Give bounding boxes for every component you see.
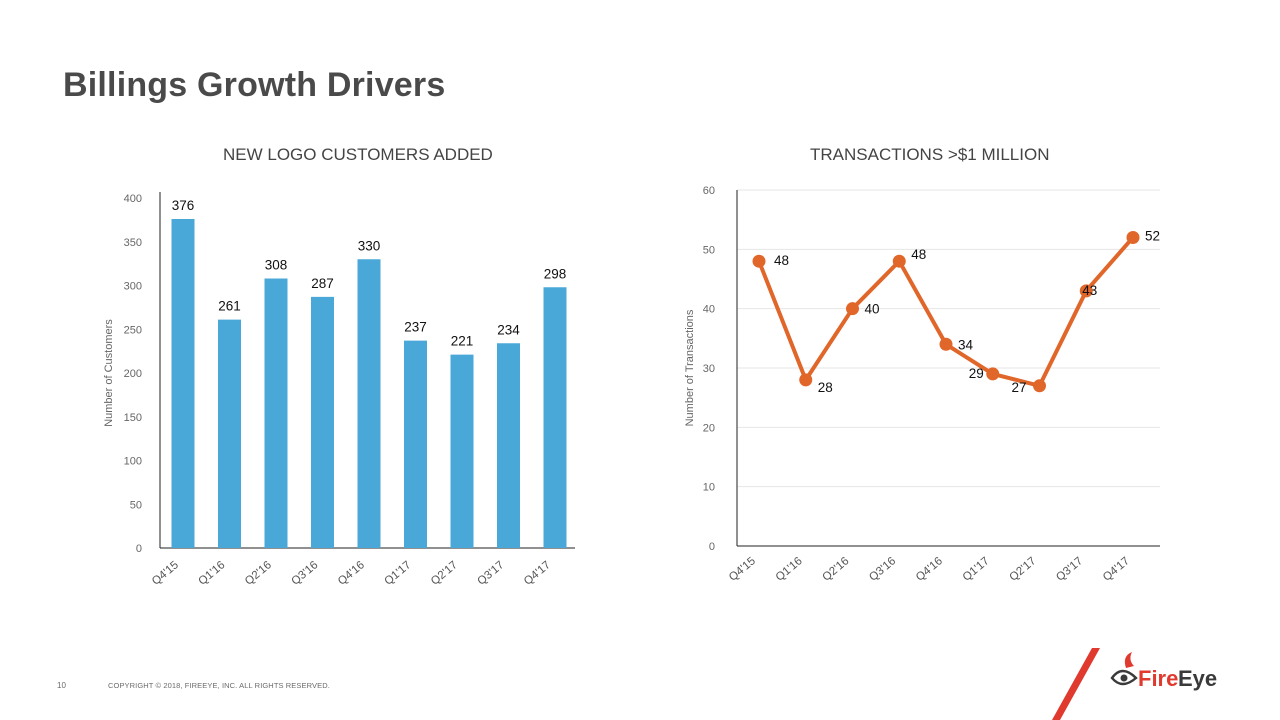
x-tick-label: Q3'17 (475, 559, 506, 588)
x-tick-label: Q1'16 (774, 555, 805, 584)
y-tick-label: 10 (703, 482, 715, 494)
y-tick-label: 150 (124, 412, 142, 424)
data-label: 52 (1145, 228, 1160, 243)
x-tick-label: Q4'17 (522, 559, 553, 588)
x-tick-label: Q3'16 (867, 555, 898, 584)
x-tick-label: Q2'17 (1007, 555, 1038, 584)
data-label: 221 (451, 334, 474, 349)
x-tick-label: Q3'16 (289, 559, 320, 588)
copyright-notice: COPYRIGHT © 2018, FIREEYE, INC. ALL RIGH… (108, 681, 330, 690)
y-tick-label: 0 (136, 543, 142, 555)
data-point (939, 337, 953, 351)
bar (171, 219, 195, 548)
x-tick-label: Q4'15 (727, 555, 758, 584)
new-logo-customers-chart: 0 50 100 150 200 250 300 350 400 376 Q4'15 261 Q1'16… (103, 192, 575, 588)
data-label: 43 (1082, 283, 1097, 298)
logo-red-slash (1052, 648, 1100, 720)
y-tick-label: 0 (709, 541, 715, 553)
y-tick-label: 20 (703, 422, 715, 434)
fireeye-logo: Fire Eye (1052, 648, 1217, 720)
data-label: 237 (404, 320, 427, 335)
bar (218, 319, 241, 548)
series-line (757, 236, 1135, 388)
data-point (1126, 230, 1140, 244)
y-tick-label: 350 (124, 237, 142, 249)
data-label: 330 (358, 238, 381, 253)
y-tick-label: 30 (703, 363, 715, 375)
y-axis-title: Number of Customers (103, 319, 115, 427)
logo-text-eye: Eye (1178, 666, 1217, 691)
page-title: Billings Growth Drivers (63, 66, 446, 104)
transactions-chart-title: TRANSACTIONS >$1 MILLION (810, 145, 1050, 164)
data-point (1033, 379, 1046, 393)
y-tick-label: 100 (124, 456, 142, 468)
x-tick-label: Q1'17 (961, 555, 992, 584)
x-tick-label: Q3'17 (1054, 555, 1085, 584)
transactions-chart: 0 10 20 30 40 50 60 48 28 40 48 34 29 27 43 52 Q4'15 Q1'1… (684, 185, 1160, 584)
y-tick-label: 50 (130, 499, 142, 511)
bar (357, 259, 381, 548)
bar (404, 340, 427, 548)
data-label: 28 (818, 380, 833, 395)
logo-text-fire: Fire (1138, 666, 1178, 691)
bar (264, 278, 288, 548)
data-label: 298 (544, 266, 567, 281)
bar (543, 287, 567, 548)
data-point (892, 254, 906, 268)
customers-chart-title: NEW LOGO CUSTOMERS ADDED (223, 145, 493, 164)
y-tick-label: 200 (124, 368, 142, 380)
x-tick-label: Q4'16 (914, 555, 945, 584)
x-tick-label: Q1'17 (382, 559, 413, 588)
data-point (846, 302, 859, 316)
data-point (752, 254, 766, 268)
data-label: 40 (865, 302, 880, 317)
x-tick-label: Q2'16 (243, 559, 274, 588)
y-axis-title: Number of Transactions (684, 309, 696, 426)
data-point (1079, 284, 1093, 298)
data-label: 234 (497, 322, 520, 337)
x-tick-label: Q4'15 (150, 559, 181, 588)
x-tick-label: Q1'16 (196, 559, 227, 588)
x-tick-label: Q4'16 (336, 559, 367, 588)
bar (311, 296, 334, 548)
data-label: 376 (172, 198, 195, 213)
bar (450, 354, 474, 548)
data-point (799, 373, 813, 387)
page-number: 10 (57, 681, 66, 690)
data-label: 308 (265, 258, 288, 273)
x-tick-label: Q2'16 (820, 555, 851, 584)
data-label: 48 (911, 247, 926, 262)
bar (497, 343, 520, 548)
y-tick-label: 40 (703, 304, 715, 316)
y-tick-label: 250 (124, 324, 142, 336)
data-label: 287 (311, 276, 334, 291)
data-label: 34 (958, 337, 974, 352)
x-tick-label: Q4'17 (1101, 555, 1132, 584)
data-label: 261 (218, 299, 241, 314)
y-tick-label: 60 (703, 185, 715, 197)
x-tick-label: Q2'17 (429, 559, 460, 588)
data-label: 48 (774, 253, 789, 268)
data-label: 27 (1012, 380, 1027, 395)
y-tick-label: 50 (703, 244, 715, 256)
y-tick-label: 400 (124, 193, 142, 205)
flame-eye-icon (1110, 652, 1138, 686)
data-label: 29 (969, 366, 984, 381)
data-point (986, 367, 1000, 381)
y-tick-label: 300 (124, 281, 142, 293)
